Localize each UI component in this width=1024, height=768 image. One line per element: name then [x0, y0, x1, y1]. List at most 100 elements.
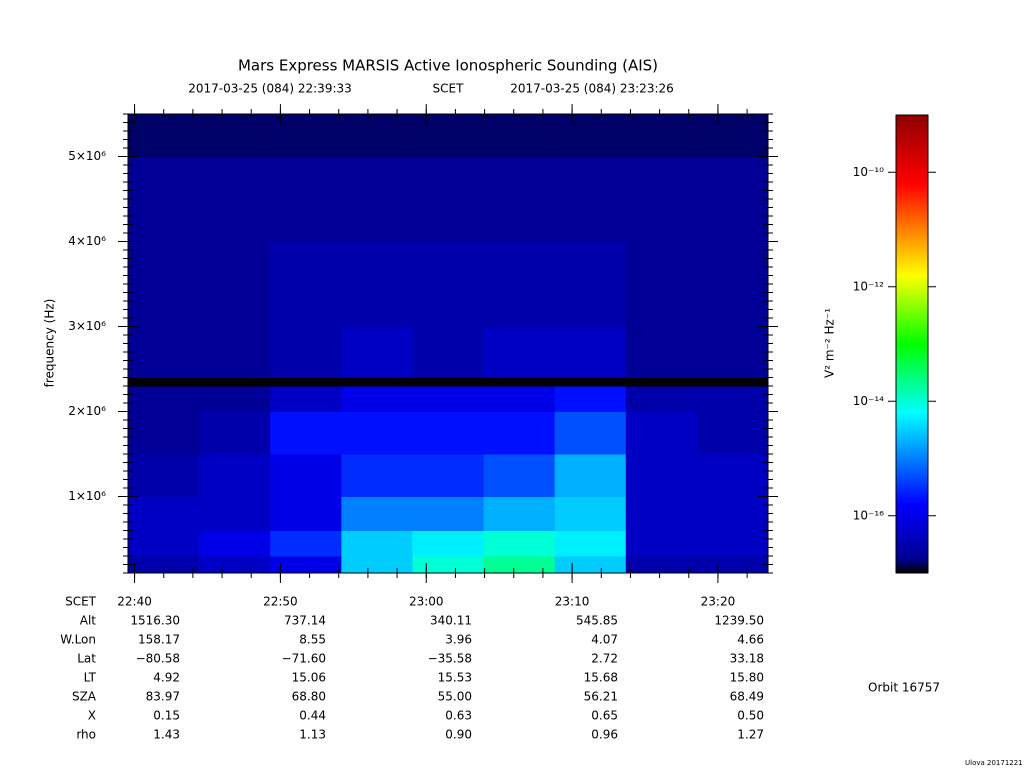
- heatmap-cell: [199, 377, 271, 387]
- table-cell: 0.65: [591, 709, 618, 723]
- table-cell: 83.97: [146, 690, 180, 704]
- table-cell: 15.80: [730, 671, 764, 685]
- heatmap-cell: [412, 530, 485, 557]
- table-cell: 0.63: [445, 709, 472, 723]
- heatmap-cell: [412, 156, 485, 242]
- table-cell: 4.07: [591, 633, 618, 647]
- x-tick-label: 22:40: [117, 595, 152, 609]
- y-tick-label: 5×10⁶: [68, 149, 106, 163]
- colorbar-label: V² m⁻² Hz⁻¹: [823, 308, 837, 378]
- footer: Ulova 20171221: [965, 759, 1023, 767]
- table-cell: 0.96: [591, 728, 618, 742]
- table-cell: 2.72: [591, 652, 618, 666]
- table-cell: 1516.30: [130, 614, 180, 628]
- table-cell: 8.55: [299, 633, 326, 647]
- heatmap-cell: [554, 496, 627, 531]
- row-label: W.Lon: [60, 633, 96, 647]
- x-tick-label: 22:50: [263, 595, 298, 609]
- heatmap-cell: [270, 530, 342, 557]
- heatmap-cell: [199, 556, 271, 574]
- heatmap-cell: [696, 411, 769, 455]
- table-cell: 0.90: [445, 728, 472, 742]
- heatmap-cell: [483, 496, 556, 531]
- x-tick-label: 23:20: [701, 595, 736, 609]
- heatmap-cell: [412, 241, 485, 327]
- heatmap-cell: [128, 530, 200, 557]
- heatmap-cell: [199, 241, 271, 327]
- table-cell: −71.60: [282, 652, 326, 666]
- table-cell: 1.13: [299, 728, 326, 742]
- heatmap-cell: [696, 496, 769, 531]
- table-cell: 737.14: [284, 614, 326, 628]
- heatmap-cell: [554, 454, 627, 497]
- table-cell: 55.00: [438, 690, 472, 704]
- heatmap-cell: [696, 156, 769, 242]
- heatmap-cell: [554, 411, 627, 455]
- heatmap-cell: [128, 241, 200, 327]
- x-tick-label: 23:00: [409, 595, 444, 609]
- table-cell: −35.58: [428, 652, 472, 666]
- row-label: Lat: [77, 652, 96, 666]
- heatmap-cell: [696, 326, 769, 378]
- table-cell: 15.06: [292, 671, 326, 685]
- heatmap-cell: [270, 156, 342, 242]
- heatmap-cell: [625, 156, 698, 242]
- heatmap-cell: [128, 556, 200, 574]
- heatmap-cell: [412, 114, 485, 157]
- row-label: SCET: [65, 595, 97, 609]
- heatmap-cell: [483, 114, 556, 157]
- table-cell: 0.15: [153, 709, 180, 723]
- heatmap-cell: [270, 556, 342, 574]
- heatmap-cell: [341, 454, 413, 497]
- heatmap-cell: [199, 411, 271, 455]
- y-axis-label: frequency (Hz): [43, 299, 57, 388]
- table-cell: 4.92: [153, 671, 180, 685]
- heatmap-cell: [412, 326, 485, 378]
- heatmap-cell: [483, 241, 556, 327]
- heatmap-cell: [128, 326, 200, 378]
- colorbar: [895, 114, 929, 574]
- heatmap-cell: [199, 386, 271, 412]
- heatmap-cell: [625, 556, 698, 574]
- heatmap-cell: [696, 114, 769, 157]
- heatmap-cell: [483, 156, 556, 242]
- heatmap-cell: [341, 556, 413, 574]
- row-label: Alt: [80, 614, 97, 628]
- heatmap-cell: [483, 326, 556, 378]
- y-tick-label: 2×10⁶: [68, 404, 106, 418]
- heatmap-cell: [696, 530, 769, 557]
- heatmap-cell: [270, 454, 342, 497]
- row-label: X: [88, 709, 96, 723]
- heatmap-cell: [270, 411, 342, 455]
- table-cell: 340.11: [430, 614, 472, 628]
- x-tick-label: 23:10: [555, 595, 590, 609]
- heatmap-cell: [625, 114, 698, 157]
- heatmap-cell: [625, 326, 698, 378]
- heatmap-cell: [128, 114, 200, 157]
- colorbar-tick-label: 10⁻¹⁰: [853, 165, 884, 179]
- table-cell: 68.49: [730, 690, 764, 704]
- heatmap-cell: [554, 377, 627, 387]
- heatmap-cell: [270, 241, 342, 327]
- heatmap-cell: [554, 156, 627, 242]
- heatmap-cell: [128, 496, 200, 531]
- heatmap-cell: [625, 454, 698, 497]
- row-label: rho: [76, 728, 96, 742]
- heatmap-cell: [128, 411, 200, 455]
- colorbar-tick-label: 10⁻¹²: [853, 279, 884, 293]
- heatmap-cell: [483, 386, 556, 412]
- table-cell: 33.18: [730, 652, 764, 666]
- heatmap-cell: [341, 530, 413, 557]
- heatmap-cell: [412, 496, 485, 531]
- heatmap-cell: [554, 326, 627, 378]
- heatmap-cell: [128, 156, 200, 242]
- heatmap-cell: [128, 386, 200, 412]
- heatmap-cell: [696, 556, 769, 574]
- heatmap-cell: [270, 386, 342, 412]
- heatmap-cell: [483, 454, 556, 497]
- heatmap-cell: [625, 386, 698, 412]
- heatmap-cell: [625, 377, 698, 387]
- heatmap-cell: [696, 454, 769, 497]
- y-tick-label: 4×10⁶: [68, 234, 106, 248]
- table-cell: −80.58: [136, 652, 180, 666]
